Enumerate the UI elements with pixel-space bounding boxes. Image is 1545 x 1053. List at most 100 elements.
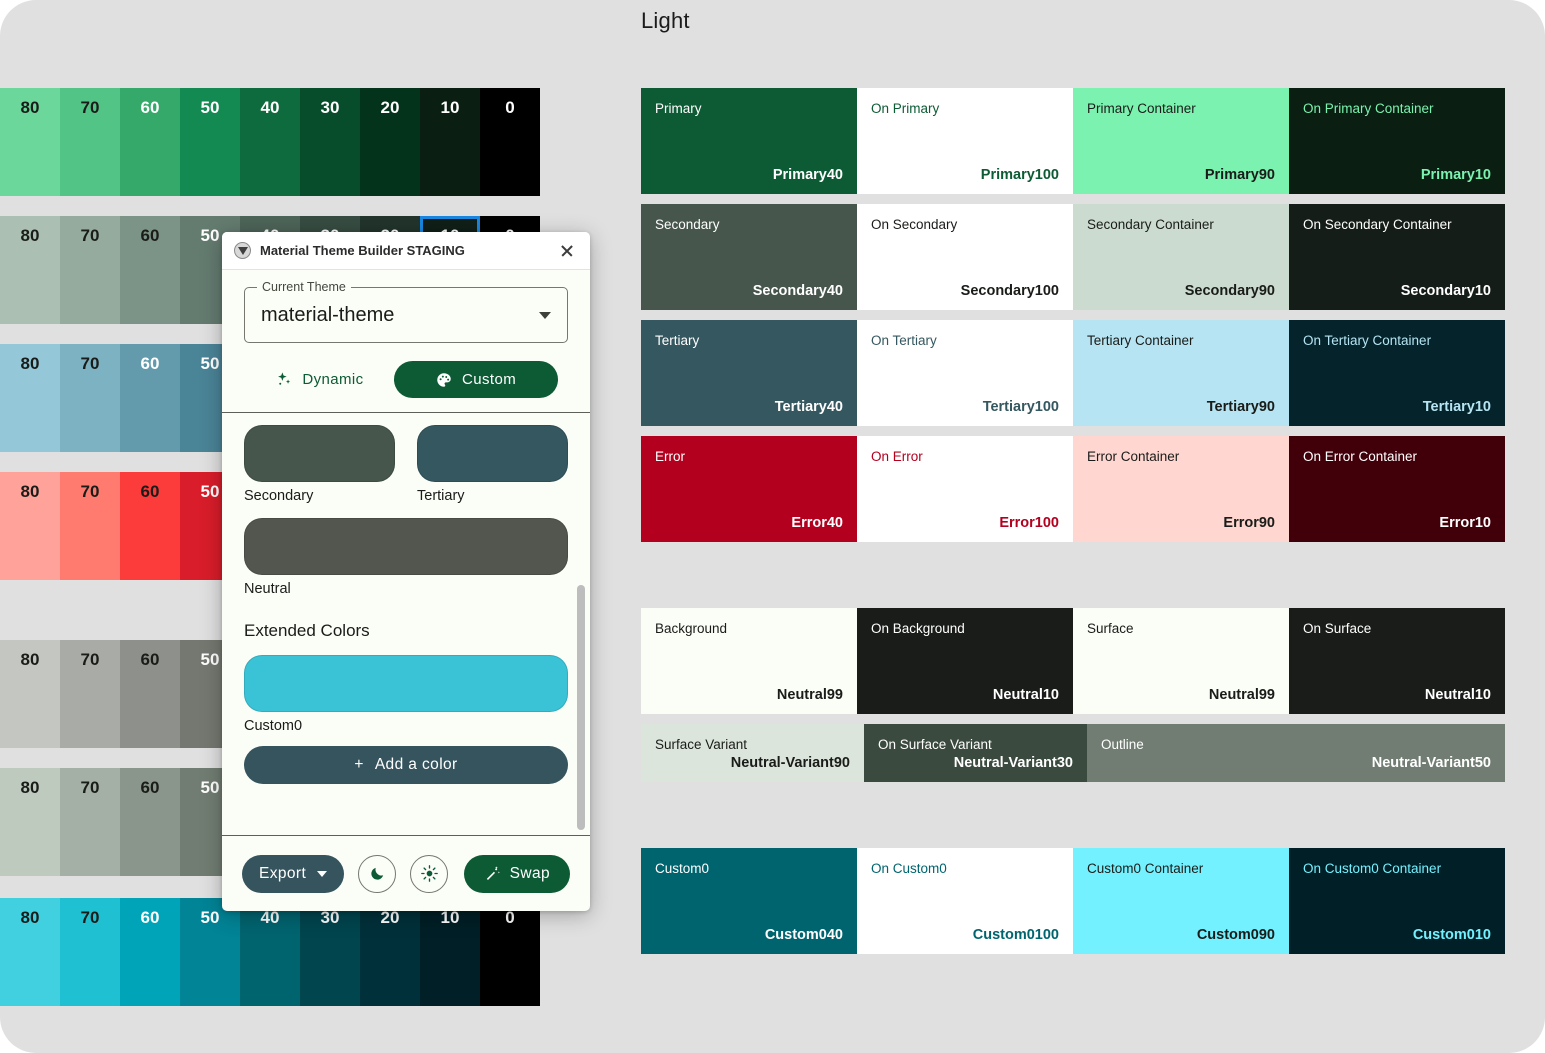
dark-mode-button[interactable] [358, 854, 397, 893]
role-card[interactable]: Error Container Error90 [1073, 436, 1289, 542]
dialog-scrollbar[interactable] [577, 417, 585, 831]
role-card[interactable]: Primary Container Primary90 [1073, 88, 1289, 194]
tone-swatch[interactable]: 30 [300, 898, 360, 1006]
tone-label: 80 [20, 482, 40, 501]
role-card[interactable]: Secondary Container Secondary90 [1073, 204, 1289, 310]
tone-swatch[interactable]: 80 [0, 216, 60, 324]
role-card[interactable]: On Primary Primary100 [857, 88, 1073, 194]
light-mode-button[interactable] [410, 854, 449, 893]
tone-swatch[interactable]: 60 [120, 216, 180, 324]
tone-swatch[interactable]: 80 [0, 344, 60, 452]
role-card-tone: Primary40 [772, 166, 843, 183]
tone-swatch[interactable]: 70 [60, 344, 120, 452]
role-card[interactable]: Secondary Secondary40 [641, 204, 857, 310]
tone-swatch[interactable]: 70 [60, 768, 120, 876]
custom-mode-button[interactable]: Custom [393, 361, 558, 398]
tone-swatch[interactable]: 10 [420, 88, 480, 196]
close-icon[interactable] [554, 238, 580, 264]
tone-label: 60 [140, 482, 160, 501]
tone-swatch[interactable]: 50 [180, 88, 240, 196]
tone-swatch[interactable]: 60 [120, 640, 180, 748]
tone-swatch[interactable]: 70 [60, 640, 120, 748]
tone-label: 60 [140, 354, 160, 373]
role-card-tone: Neutral10 [992, 686, 1059, 703]
current-theme-select[interactable]: Current Theme material-theme [244, 280, 568, 343]
role-card[interactable]: On Primary Container Primary10 [1289, 88, 1505, 194]
tone-swatch[interactable]: 80 [0, 768, 60, 876]
role-card[interactable]: On Error Error100 [857, 436, 1073, 542]
tone-swatch[interactable]: 60 [120, 344, 180, 452]
role-card[interactable]: Custom0 Custom040 [641, 848, 857, 954]
tone-swatch[interactable]: 0 [480, 88, 540, 196]
tone-label: 70 [80, 354, 100, 373]
tone-swatch[interactable]: 10 [420, 898, 480, 1006]
role-card-name: Error [655, 449, 685, 464]
role-card[interactable]: Primary Primary40 [641, 88, 857, 194]
tone-label: 70 [80, 650, 100, 669]
neutral-swatch[interactable] [244, 518, 568, 575]
role-card[interactable]: Surface Variant Neutral-Variant90 [641, 724, 864, 782]
role-card-name: Primary Container [1087, 101, 1196, 116]
tone-swatch[interactable]: 30 [300, 88, 360, 196]
export-button[interactable]: Export [242, 854, 345, 893]
tone-swatch[interactable]: 70 [60, 216, 120, 324]
role-card-tone: Secondary40 [752, 282, 843, 299]
role-card-tone: Neutral99 [776, 686, 843, 703]
role-card-tone: Neutral-Variant50 [1371, 754, 1491, 771]
tone-swatch[interactable]: 60 [120, 472, 180, 580]
theme-mode-toggle: Dynamic Custom [244, 343, 568, 412]
core-color-neutral[interactable]: Neutral [244, 518, 568, 597]
role-card[interactable]: On Error Container Error10 [1289, 436, 1505, 542]
add-color-label: Add a color [374, 756, 458, 773]
dynamic-mode-button[interactable]: Dynamic [254, 361, 385, 398]
role-card[interactable]: Custom0 Container Custom090 [1073, 848, 1289, 954]
role-card[interactable]: On Secondary Secondary100 [857, 204, 1073, 310]
tone-swatch[interactable]: 70 [60, 898, 120, 1006]
tone-swatch[interactable]: 20 [360, 898, 420, 1006]
tone-swatch[interactable]: 60 [120, 768, 180, 876]
role-card[interactable]: Error Error40 [641, 436, 857, 542]
tone-swatch[interactable]: 20 [360, 88, 420, 196]
role-card[interactable]: Tertiary Container Tertiary90 [1073, 320, 1289, 426]
tone-swatch[interactable]: 40 [240, 88, 300, 196]
tone-swatch[interactable]: 80 [0, 898, 60, 1006]
swap-button[interactable]: Swap [463, 854, 570, 893]
role-card[interactable]: On Tertiary Tertiary100 [857, 320, 1073, 426]
tone-swatch[interactable]: 80 [0, 472, 60, 580]
role-card-tone: Primary90 [1204, 166, 1275, 183]
role-card[interactable]: On Custom0 Custom0100 [857, 848, 1073, 954]
secondary-swatch[interactable] [244, 425, 395, 482]
core-color-secondary[interactable]: Secondary [244, 425, 395, 504]
tone-swatch[interactable]: 70 [60, 472, 120, 580]
role-card[interactable]: On Tertiary Container Tertiary10 [1289, 320, 1505, 426]
role-card-tone: Tertiary40 [774, 398, 843, 415]
tone-swatch[interactable]: 60 [120, 88, 180, 196]
tone-swatch[interactable]: 0 [480, 898, 540, 1006]
role-card[interactable]: On Surface Neutral10 [1289, 608, 1505, 714]
tone-swatch[interactable]: 80 [0, 88, 60, 196]
role-card[interactable]: On Background Neutral10 [857, 608, 1073, 714]
role-card[interactable]: Tertiary Tertiary40 [641, 320, 857, 426]
role-card[interactable]: Outline Neutral-Variant50 [1087, 724, 1505, 782]
tertiary-swatch[interactable] [417, 425, 568, 482]
tone-swatch[interactable]: 70 [60, 88, 120, 196]
role-card[interactable]: On Surface Variant Neutral-Variant30 [864, 724, 1087, 782]
role-card-tone: Error10 [1439, 514, 1491, 531]
custom0-swatch[interactable] [244, 655, 568, 712]
tone-label: 80 [20, 650, 40, 669]
role-card-tone: Secondary100 [960, 282, 1059, 299]
role-card[interactable]: On Secondary Container Secondary10 [1289, 204, 1505, 310]
role-card[interactable]: Surface Neutral99 [1073, 608, 1289, 714]
add-color-button[interactable]: + Add a color [244, 746, 568, 784]
role-card[interactable]: Background Neutral99 [641, 608, 857, 714]
tone-swatch[interactable]: 50 [180, 898, 240, 1006]
tone-swatch[interactable]: 40 [240, 898, 300, 1006]
role-row: Error Error40 On Error Error100 Error Contai… [641, 436, 1505, 542]
tone-swatch[interactable]: 80 [0, 640, 60, 748]
dialog-scrollbar-thumb[interactable] [577, 585, 585, 830]
tone-swatch[interactable]: 60 [120, 898, 180, 1006]
extended-color-custom0[interactable]: Custom0 [244, 655, 568, 734]
role-card[interactable]: On Custom0 Container Custom010 [1289, 848, 1505, 954]
core-color-tertiary[interactable]: Tertiary [417, 425, 568, 504]
dialog-title: Material Theme Builder STAGING [260, 243, 465, 258]
